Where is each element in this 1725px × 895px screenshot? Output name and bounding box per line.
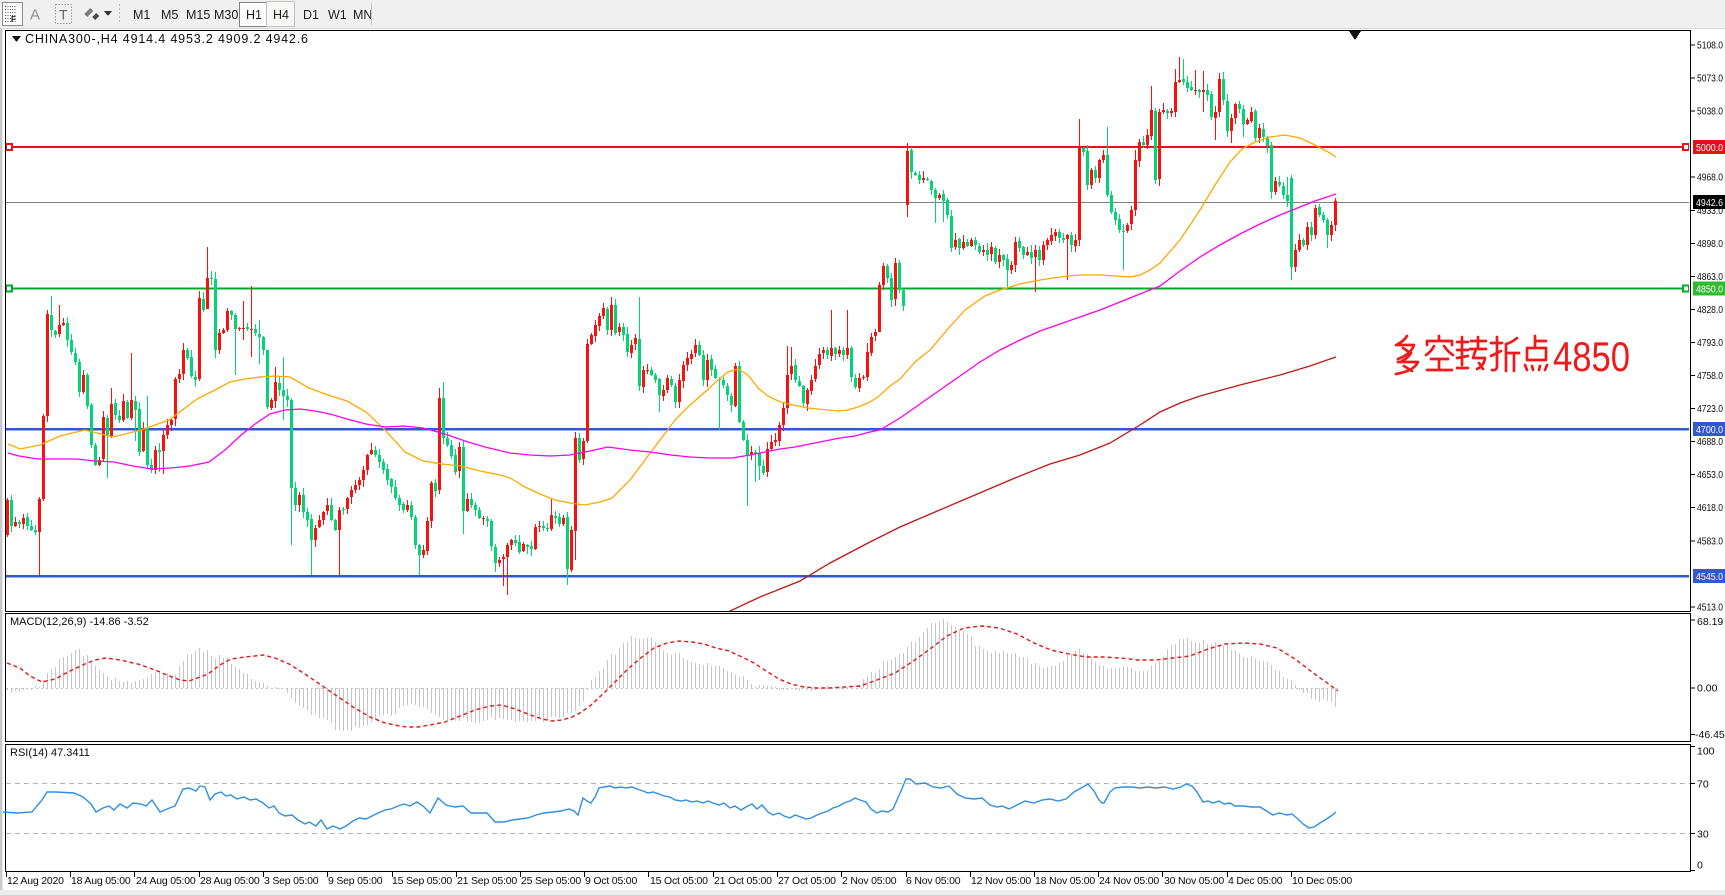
svg-text:21 Sep 05:00: 21 Sep 05:00 [457,875,517,887]
svg-text:4898.0: 4898.0 [1697,238,1723,250]
svg-text:M15: M15 [186,8,210,22]
svg-text:6 Nov 05:00: 6 Nov 05:00 [906,875,961,887]
svg-text:25 Sep 05:00: 25 Sep 05:00 [521,875,581,887]
svg-text:4828.0: 4828.0 [1697,304,1723,316]
svg-text:M1: M1 [133,8,150,22]
svg-text:W1: W1 [328,8,347,22]
svg-text:MN: MN [353,8,372,22]
svg-text:RSI(14) 47.3411: RSI(14) 47.3411 [10,747,90,759]
svg-text:24 Nov 05:00: 24 Nov 05:00 [1099,875,1159,887]
svg-text:30: 30 [1697,828,1709,840]
svg-text:21 Oct 05:00: 21 Oct 05:00 [714,875,772,887]
svg-text:68.19: 68.19 [1697,616,1723,628]
svg-text:70: 70 [1697,779,1709,791]
svg-text:10 Dec 05:00: 10 Dec 05:00 [1292,875,1352,887]
svg-text:4583.0: 4583.0 [1697,535,1723,547]
svg-text:4942.6: 4942.6 [1696,197,1723,209]
svg-text:4653.0: 4653.0 [1697,469,1723,481]
svg-text:27 Oct 05:00: 27 Oct 05:00 [778,875,836,887]
svg-text:4850.0: 4850.0 [1696,284,1723,296]
svg-text:5108.0: 5108.0 [1697,40,1723,52]
svg-text:A: A [30,7,40,24]
svg-text:4513.0: 4513.0 [1697,601,1723,613]
svg-text:4793.0: 4793.0 [1697,337,1723,349]
svg-text:12 Nov 05:00: 12 Nov 05:00 [971,875,1031,887]
svg-text:12 Aug 2020: 12 Aug 2020 [7,875,64,887]
svg-text:F: F [11,15,16,24]
svg-text:9 Oct 05:00: 9 Oct 05:00 [585,875,637,887]
svg-text:18 Aug 05:00: 18 Aug 05:00 [71,875,131,887]
svg-text:CHINA300-,H4 4914.4 4953.2 49: CHINA300-,H4 4914.4 4953.2 4909.2 4942.6 [25,32,308,46]
svg-text:9 Sep 05:00: 9 Sep 05:00 [328,875,383,887]
svg-text:4968.0: 4968.0 [1697,172,1723,184]
svg-text:5038.0: 5038.0 [1697,106,1723,118]
svg-text:2 Nov 05:00: 2 Nov 05:00 [842,875,897,887]
svg-text:4700.0: 4700.0 [1696,424,1723,436]
svg-text:5000.0: 5000.0 [1696,142,1723,154]
svg-text:H4: H4 [273,8,289,22]
svg-text:4758.0: 4758.0 [1697,370,1723,382]
svg-text:15 Oct 05:00: 15 Oct 05:00 [650,875,708,887]
svg-text:4545.0: 4545.0 [1696,571,1723,583]
svg-text:4 Dec 05:00: 4 Dec 05:00 [1228,875,1283,887]
svg-text:T: T [59,7,68,23]
svg-text:-46.45: -46.45 [1695,729,1725,741]
svg-text:5073.0: 5073.0 [1697,73,1723,85]
svg-text:4688.0: 4688.0 [1697,436,1723,448]
svg-text:0.00: 0.00 [1697,683,1718,695]
svg-text:4618.0: 4618.0 [1697,502,1723,514]
svg-text:24 Aug 05:00: 24 Aug 05:00 [136,875,196,887]
svg-text:100: 100 [1697,745,1715,757]
svg-text:4723.0: 4723.0 [1697,403,1723,415]
svg-text:MACD(12,26,9) -14.86 -3.52: MACD(12,26,9) -14.86 -3.52 [10,616,149,628]
svg-text:18 Nov 05:00: 18 Nov 05:00 [1035,875,1095,887]
svg-text:H1: H1 [246,8,262,22]
svg-text:D1: D1 [303,8,319,22]
svg-text:4863.0: 4863.0 [1697,271,1723,283]
svg-text:0: 0 [1697,860,1703,872]
svg-text:28 Aug 05:00: 28 Aug 05:00 [200,875,260,887]
svg-text:M30: M30 [214,8,238,22]
svg-text:3 Sep 05:00: 3 Sep 05:00 [264,875,319,887]
svg-text:30 Nov 05:00: 30 Nov 05:00 [1164,875,1224,887]
svg-text:15 Sep 05:00: 15 Sep 05:00 [392,875,452,887]
svg-text:M5: M5 [161,8,178,22]
svg-text:4850: 4850 [1553,333,1630,380]
